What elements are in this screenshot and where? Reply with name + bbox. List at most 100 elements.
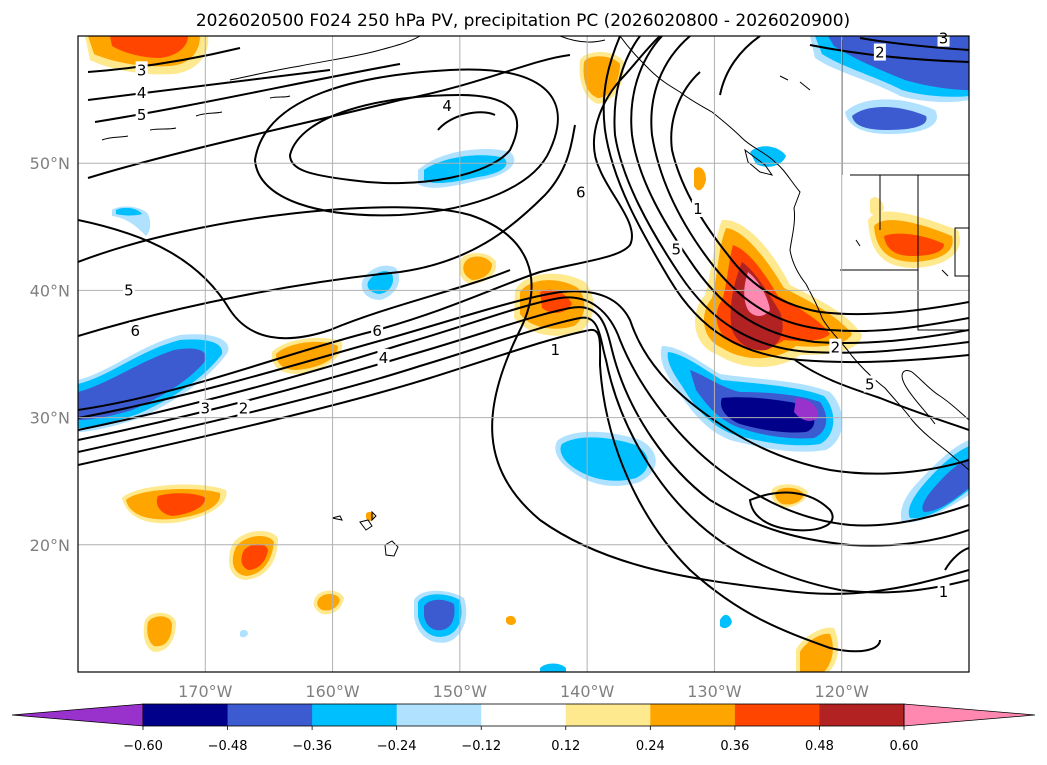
colorbar-tick-label: 0.60	[890, 739, 919, 754]
pv-contour	[602, 36, 969, 364]
contour-label: 6	[576, 183, 586, 201]
x-axis-labels: 170°W 160°W 150°W 140°W 130°W 120°W	[178, 682, 869, 701]
colorbar-segment	[650, 704, 736, 726]
pv-contour	[809, 44, 969, 63]
contour-label-bg	[135, 84, 148, 102]
colorbar-tick-label: −0.12	[461, 739, 501, 754]
precip-region	[583, 56, 620, 98]
contour-label: 3	[939, 30, 949, 48]
contour-label: 3	[137, 61, 147, 79]
precip-region	[156, 493, 206, 516]
x-tick-label: 120°W	[815, 682, 870, 701]
contour-label: 4	[137, 84, 147, 102]
gridlines	[78, 36, 969, 672]
contour-label-bg	[135, 61, 148, 79]
contour-label-bg	[829, 338, 842, 356]
colorbar-tick-label: 0.12	[551, 739, 580, 754]
contour-label-bg	[863, 375, 876, 393]
precip-region	[720, 614, 732, 629]
contour-label-bg	[122, 281, 135, 299]
contour-label: 4	[379, 349, 389, 367]
pv-contour	[719, 36, 761, 96]
contour-label: 5	[865, 376, 875, 394]
precip-region	[852, 107, 927, 130]
pv-contour	[288, 93, 519, 185]
precip-region	[694, 167, 706, 191]
precip-region	[720, 397, 815, 433]
precip-region	[540, 289, 572, 313]
y-tick-label: 30°N	[30, 409, 70, 428]
precip-region	[424, 599, 455, 631]
colorbar-tick-label: 0.48	[805, 739, 834, 754]
coastline	[101, 95, 291, 141]
precip-region	[317, 594, 340, 611]
precip-region	[463, 256, 492, 280]
colorbar-frame	[142, 703, 905, 727]
contour-label: 3	[201, 400, 211, 418]
contour-label-bg	[441, 96, 454, 114]
contour-label: 1	[551, 341, 561, 359]
colorbar-tick-label: −0.24	[377, 739, 417, 754]
x-tick-label: 130°W	[687, 682, 742, 701]
colorbar-tick-label: −0.60	[123, 739, 163, 754]
pv-contour	[87, 47, 241, 73]
precip-region	[116, 207, 142, 216]
precip-region	[110, 36, 188, 58]
contour-label: 5	[671, 241, 681, 259]
contour-label: 5	[137, 106, 147, 124]
colorbar-segment	[565, 704, 651, 726]
contour-label-bg	[371, 322, 384, 340]
y-tick-label: 20°N	[30, 536, 70, 555]
pv-contour	[87, 54, 571, 179]
pv-contour	[748, 491, 834, 532]
pv-contour	[650, 36, 969, 333]
chart-title: 2026020500 F024 250 hPa PV, precipitatio…	[196, 11, 850, 31]
colorbar-segment	[143, 704, 229, 726]
pv-contour	[794, 359, 969, 431]
pv-contour	[859, 37, 969, 51]
precip-region	[884, 233, 944, 256]
precip-region	[560, 437, 648, 481]
y-axis-labels: 20°N 30°N 40°N 50°N	[30, 154, 70, 555]
precip-region	[828, 36, 969, 90]
contour-label-bg	[129, 322, 142, 340]
contour-label: 1	[693, 200, 703, 218]
map-frame	[77, 35, 970, 673]
contour-label: 6	[131, 322, 141, 340]
precip-region	[800, 633, 833, 672]
coastline	[559, 36, 606, 43]
pv-contour	[78, 296, 969, 527]
precip-region	[922, 458, 969, 512]
pv-contour	[78, 328, 881, 653]
y-tick-label: 50°N	[30, 154, 70, 173]
contour-label-bg	[691, 199, 704, 217]
pv-contour	[78, 316, 969, 594]
precip-region	[147, 616, 172, 647]
contour-label-bg	[873, 43, 886, 61]
contour-label-bg	[670, 240, 683, 258]
colorbar-tick-label: 0.36	[720, 739, 749, 754]
y-tick-label: 40°N	[30, 281, 70, 300]
pv-contour	[78, 36, 661, 411]
pv-contour	[944, 547, 969, 571]
colorbar-tick-label: −0.48	[208, 739, 248, 754]
pv-contour	[613, 36, 969, 354]
contour-label-bg	[135, 105, 148, 123]
map-layer	[78, 36, 969, 672]
precip-region	[424, 155, 507, 184]
pv-contour	[78, 206, 969, 595]
precip-region	[276, 341, 338, 370]
coastline	[331, 510, 399, 557]
x-tick-label: 160°W	[305, 682, 360, 701]
contour-label: 2	[831, 339, 841, 357]
contour-label: 6	[372, 322, 382, 340]
precip-region	[241, 544, 268, 570]
colorbar-segment	[734, 704, 820, 726]
contour-label: 4	[442, 97, 452, 115]
pv-contour	[630, 36, 969, 345]
colorbar-extend-high	[903, 703, 1036, 727]
coastline	[779, 75, 949, 277]
colorbar-tick-label: −0.36	[292, 739, 332, 754]
pv-contour	[78, 124, 576, 337]
